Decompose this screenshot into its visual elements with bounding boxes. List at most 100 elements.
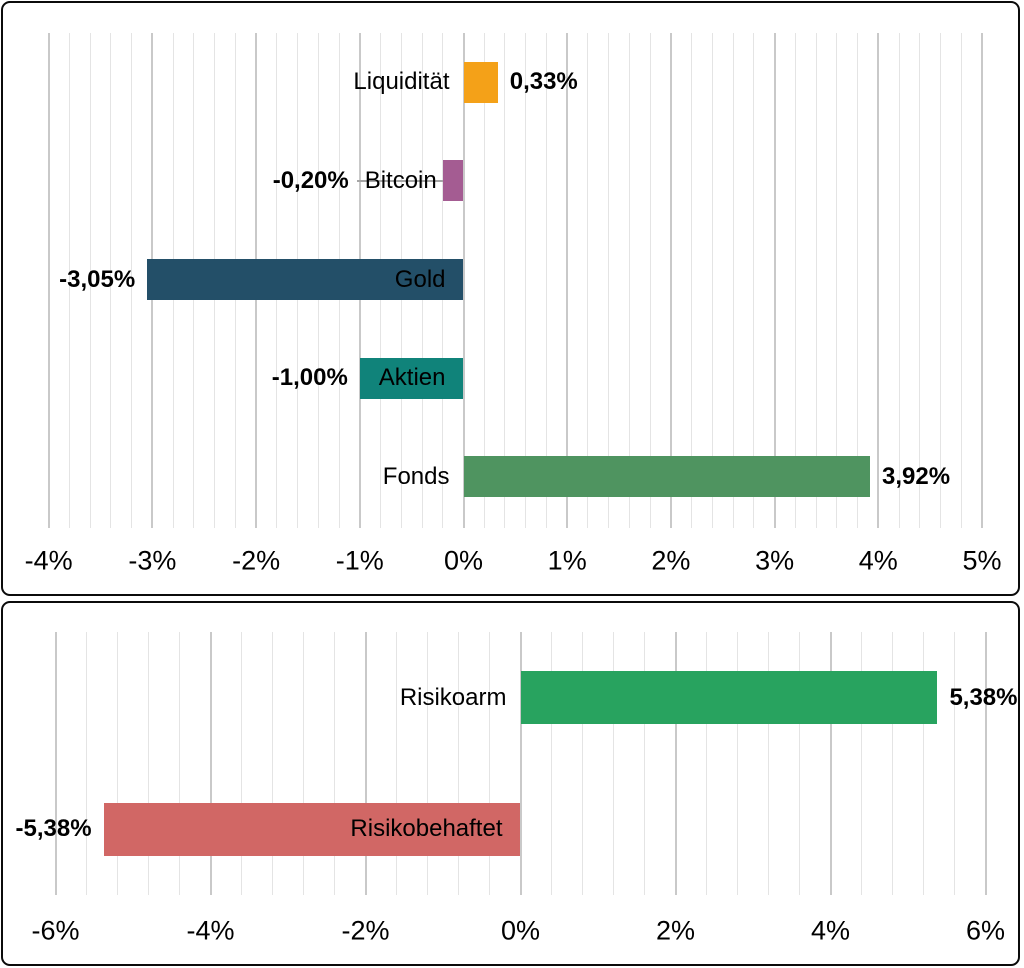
x-axis-tick-label: 1% bbox=[547, 545, 587, 576]
minor-gridline bbox=[898, 33, 900, 528]
x-axis-tick-label: 2% bbox=[655, 915, 696, 946]
minor-gridline bbox=[179, 632, 180, 895]
x-axis-tick-label: 6% bbox=[965, 915, 1006, 946]
x-axis-tick-label: -2% bbox=[341, 915, 390, 946]
major-gridline bbox=[209, 632, 212, 895]
major-gridline bbox=[984, 632, 987, 895]
major-gridline bbox=[669, 33, 672, 528]
major-gridline bbox=[877, 33, 880, 528]
minor-gridline bbox=[613, 632, 614, 895]
major-gridline bbox=[54, 632, 57, 895]
value-label-liquiditaet: 0,33% bbox=[509, 68, 578, 96]
bar-bitcoin bbox=[442, 160, 464, 202]
x-axis-tick-label: 3% bbox=[755, 545, 795, 576]
bar-aktien bbox=[359, 357, 464, 399]
minor-gridline bbox=[732, 33, 734, 528]
minor-gridline bbox=[923, 632, 924, 895]
value-label-gold: -3,05% bbox=[59, 265, 136, 293]
major-gridline bbox=[566, 33, 569, 528]
minor-gridline bbox=[303, 632, 304, 895]
minor-gridline bbox=[545, 33, 547, 528]
minor-gridline bbox=[737, 632, 738, 895]
minor-gridline bbox=[861, 632, 862, 895]
major-gridline bbox=[47, 33, 50, 528]
value-label-aktien: -1,00% bbox=[271, 364, 348, 392]
major-gridline bbox=[462, 33, 465, 528]
minor-gridline bbox=[892, 632, 893, 895]
minor-gridline bbox=[86, 632, 87, 895]
leader-line bbox=[356, 180, 445, 182]
bar-risikobehaftet bbox=[103, 802, 521, 856]
bar-risikoarm bbox=[520, 671, 938, 725]
minor-gridline bbox=[608, 33, 610, 528]
category-label-aktien: Aktien bbox=[378, 364, 446, 392]
minor-gridline bbox=[753, 33, 755, 528]
x-axis-tick-label: -4% bbox=[186, 915, 235, 946]
minor-gridline bbox=[68, 33, 70, 528]
minor-gridline bbox=[836, 33, 838, 528]
minor-gridline bbox=[711, 33, 713, 528]
minor-gridline bbox=[483, 33, 485, 528]
major-gridline bbox=[829, 632, 832, 895]
minor-gridline bbox=[489, 632, 490, 895]
minor-gridline bbox=[815, 33, 817, 528]
minor-gridline bbox=[691, 33, 693, 528]
category-label-bitcoin: Bitcoin bbox=[364, 166, 437, 194]
x-axis-tick-label: 0% bbox=[443, 545, 484, 576]
minor-gridline bbox=[551, 632, 552, 895]
minor-gridline bbox=[131, 33, 133, 528]
minor-gridline bbox=[919, 33, 921, 528]
x-axis-tick-label: -3% bbox=[128, 545, 177, 576]
minor-gridline bbox=[525, 33, 527, 528]
x-axis-tick-label: -4% bbox=[24, 545, 73, 576]
category-label-risikoarm: Risikoarm bbox=[399, 683, 507, 711]
minor-gridline bbox=[587, 33, 589, 528]
minor-gridline bbox=[954, 632, 955, 895]
minor-gridline bbox=[272, 632, 273, 895]
x-axis-tick-label: 4% bbox=[810, 915, 851, 946]
x-axis-tick-label: 5% bbox=[962, 545, 1002, 576]
category-label-liquiditaet: Liquidität bbox=[353, 68, 450, 96]
minor-gridline bbox=[427, 632, 428, 895]
x-axis-tick-label: 0% bbox=[500, 915, 541, 946]
x-axis-tick-label: 2% bbox=[651, 545, 691, 576]
major-gridline bbox=[519, 632, 522, 895]
minor-gridline bbox=[458, 632, 459, 895]
bar-fonds bbox=[463, 456, 870, 498]
minor-gridline bbox=[582, 632, 583, 895]
minor-gridline bbox=[799, 632, 800, 895]
minor-gridline bbox=[334, 632, 335, 895]
major-gridline bbox=[364, 632, 367, 895]
major-gridline bbox=[674, 632, 677, 895]
value-label-risikobehaftet: -5,38% bbox=[15, 815, 92, 843]
major-gridline bbox=[773, 33, 776, 528]
minor-gridline bbox=[857, 33, 859, 528]
minor-gridline bbox=[649, 33, 651, 528]
minor-gridline bbox=[940, 33, 942, 528]
minor-gridline bbox=[396, 632, 397, 895]
minor-gridline bbox=[960, 33, 962, 528]
minor-gridline bbox=[768, 632, 769, 895]
minor-gridline bbox=[110, 33, 112, 528]
minor-gridline bbox=[644, 632, 645, 895]
bar-gold bbox=[147, 259, 464, 300]
category-label-risikobehaftet: Risikobehaftet bbox=[350, 815, 503, 843]
x-axis-tick-label: -1% bbox=[335, 545, 384, 576]
major-gridline bbox=[981, 33, 983, 528]
minor-gridline bbox=[89, 33, 91, 528]
x-axis-tick-label: -6% bbox=[31, 915, 80, 946]
category-label-fonds: Fonds bbox=[382, 462, 450, 490]
minor-gridline bbox=[241, 632, 242, 895]
minor-gridline bbox=[148, 632, 149, 895]
x-axis-tick-label: -2% bbox=[232, 545, 281, 576]
x-axis-tick-label: 4% bbox=[858, 545, 898, 576]
value-label-risikoarm: 5,38% bbox=[949, 683, 1018, 711]
bar-liquiditaet bbox=[463, 61, 498, 103]
minor-gridline bbox=[117, 632, 118, 895]
risk-split-chart-panel bbox=[1, 601, 1020, 966]
minor-gridline bbox=[628, 33, 630, 528]
value-label-bitcoin: -0,20% bbox=[272, 166, 349, 194]
value-label-fonds: 3,92% bbox=[882, 462, 951, 490]
category-label-gold: Gold bbox=[394, 265, 446, 293]
